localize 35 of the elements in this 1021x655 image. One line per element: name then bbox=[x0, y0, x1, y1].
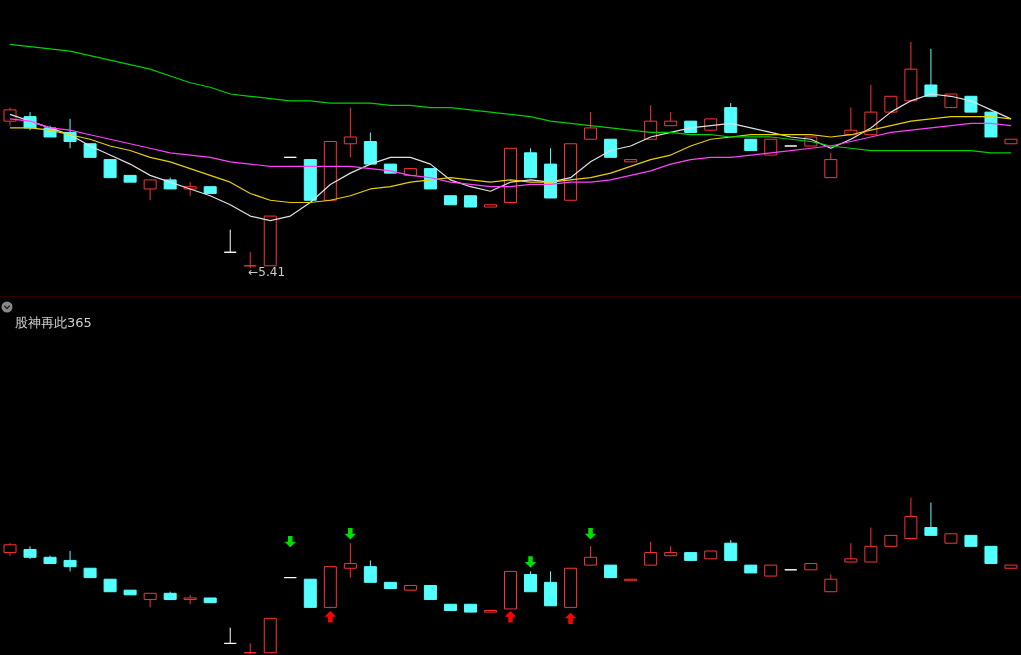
candlestick bbox=[604, 138, 618, 158]
candlestick bbox=[363, 559, 377, 583]
point bbox=[324, 611, 337, 623]
candlestick bbox=[724, 539, 738, 561]
candlestick bbox=[584, 111, 598, 140]
candlestick bbox=[584, 545, 598, 566]
point bbox=[284, 535, 296, 548]
candlestick bbox=[63, 550, 77, 572]
candlestick bbox=[343, 542, 357, 579]
annotation: ←5.41 bbox=[248, 265, 286, 280]
candlestick bbox=[904, 497, 918, 539]
candlestick bbox=[824, 152, 838, 179]
candlestick bbox=[223, 229, 237, 253]
candlestick bbox=[544, 570, 558, 607]
candlestick bbox=[524, 570, 538, 593]
candlestick bbox=[844, 542, 858, 563]
candlestick bbox=[103, 159, 117, 179]
chart-title: 股神再此365 bbox=[15, 315, 92, 330]
candlestick bbox=[343, 107, 357, 158]
point bbox=[584, 528, 597, 540]
candlestick bbox=[924, 48, 938, 97]
candlestick bbox=[644, 541, 658, 566]
point bbox=[504, 611, 517, 623]
candlestick bbox=[223, 627, 237, 644]
candlestick bbox=[243, 642, 257, 655]
candlestick bbox=[143, 179, 157, 201]
candlestick bbox=[924, 502, 938, 536]
candlestick bbox=[864, 527, 878, 563]
point bbox=[564, 612, 577, 625]
candlestick bbox=[243, 251, 257, 269]
point bbox=[524, 556, 537, 568]
point bbox=[344, 528, 357, 540]
candlestick bbox=[143, 592, 157, 608]
candlestick bbox=[864, 84, 878, 136]
candlestick bbox=[363, 131, 377, 165]
